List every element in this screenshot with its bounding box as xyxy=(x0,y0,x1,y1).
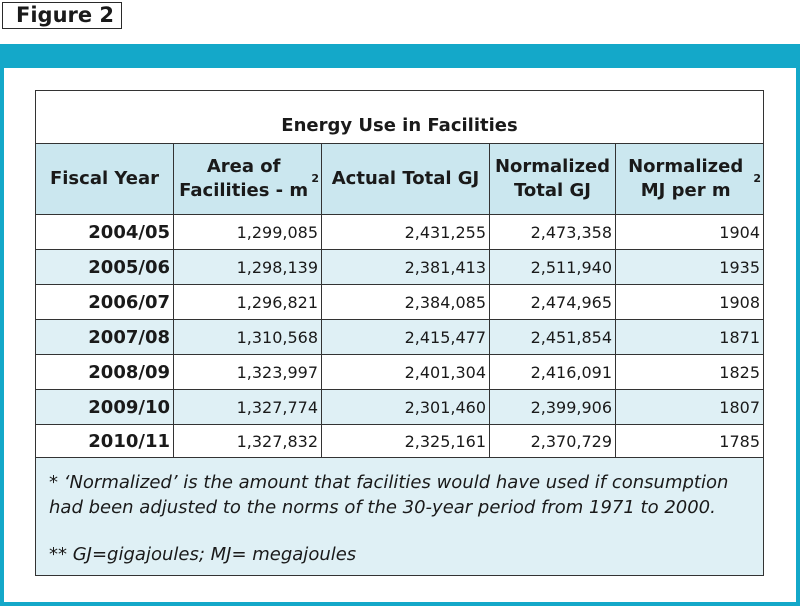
cell-normalized-total-gj: 2,473,358 xyxy=(489,215,615,249)
cell-fiscal-year: 2004/05 xyxy=(88,221,170,243)
cell-normalized-total-gj: 2,416,091 xyxy=(489,355,615,389)
cell-normalized-total-gj: 2,474,965 xyxy=(489,285,615,319)
column-header-label: Actual Total GJ xyxy=(331,168,480,189)
cell-actual-total-gj: 2,401,304 xyxy=(321,355,489,389)
cell-fiscal-year: 2007/08 xyxy=(88,326,170,348)
table-title: Energy Use in Facilities xyxy=(281,115,518,136)
cell-fiscal-year: 2006/07 xyxy=(88,291,170,313)
table-row: 2008/09 1,323,997 2,401,304 2,416,091 1825 xyxy=(36,354,763,389)
column-header-actual-total-gj: Actual Total GJ xyxy=(321,144,489,214)
table-header-row: Fiscal Year Area of Facilities - m 2 Actual… xyxy=(36,143,763,214)
table-footnotes: * ‘Normalized’ is the amount that facili… xyxy=(36,457,763,575)
cell-fiscal-year: 2008/09 xyxy=(88,361,170,383)
footnote-units: ** GJ=gigajoules; MJ= megajoules xyxy=(49,544,357,565)
table-row: 2005/06 1,298,139 2,381,413 2,511,940 1935 xyxy=(36,249,763,284)
cell-normalized-total-gj: 2,370,729 xyxy=(489,425,615,457)
energy-table: Energy Use in Facilities Fiscal Year Area… xyxy=(35,90,764,576)
cell-area: 1,327,832 xyxy=(173,425,321,457)
column-header-label: Normalized Total GJ xyxy=(494,156,611,201)
cell-normalized-mj-per-m2: 1935 xyxy=(615,250,763,284)
column-header-label: Normalized MJ per m xyxy=(628,156,744,201)
cell-fiscal-year: 2009/10 xyxy=(88,396,170,418)
cell-area: 1,298,139 xyxy=(173,250,321,284)
cell-normalized-mj-per-m2: 1785 xyxy=(615,425,763,457)
cell-actual-total-gj: 2,415,477 xyxy=(321,320,489,354)
cell-normalized-mj-per-m2: 1908 xyxy=(615,285,763,319)
figure-label: Figure 2 xyxy=(2,2,122,29)
cell-fiscal-year: 2010/11 xyxy=(88,430,170,452)
table-row: 2006/07 1,296,821 2,384,085 2,474,965 1908 xyxy=(36,284,763,319)
column-header-normalized-total-gj: Normalized Total GJ xyxy=(489,144,615,214)
cell-normalized-mj-per-m2: 1871 xyxy=(615,320,763,354)
cell-actual-total-gj: 2,431,255 xyxy=(321,215,489,249)
cell-normalized-total-gj: 2,511,940 xyxy=(489,250,615,284)
cell-actual-total-gj: 2,381,413 xyxy=(321,250,489,284)
cell-normalized-total-gj: 2,451,854 xyxy=(489,320,615,354)
cell-actual-total-gj: 2,325,161 xyxy=(321,425,489,457)
column-header-fiscal-year: Fiscal Year xyxy=(36,144,173,214)
table-row: 2010/11 1,327,832 2,325,161 2,370,729 1785 xyxy=(36,424,763,457)
cell-fiscal-year: 2005/06 xyxy=(88,256,170,278)
cell-normalized-mj-per-m2: 1904 xyxy=(615,215,763,249)
cell-area: 1,296,821 xyxy=(173,285,321,319)
cell-area: 1,310,568 xyxy=(173,320,321,354)
table-row: 2004/05 1,299,085 2,431,255 2,473,358 1904 xyxy=(36,214,763,249)
table-row: 2007/08 1,310,568 2,415,477 2,451,854 1871 xyxy=(36,319,763,354)
footnote-normalized: * ‘Normalized’ is the amount that facili… xyxy=(49,472,729,518)
cell-area: 1,323,997 xyxy=(173,355,321,389)
cell-normalized-mj-per-m2: 1825 xyxy=(615,355,763,389)
cell-area: 1,299,085 xyxy=(173,215,321,249)
column-header-label: Fiscal Year xyxy=(49,168,160,189)
table-row: 2009/10 1,327,774 2,301,460 2,399,906 1807 xyxy=(36,389,763,424)
cell-actual-total-gj: 2,384,085 xyxy=(321,285,489,319)
column-header-label: Area of Facilities - m xyxy=(179,156,309,201)
cell-area: 1,327,774 xyxy=(173,390,321,424)
cell-normalized-total-gj: 2,399,906 xyxy=(489,390,615,424)
cell-normalized-mj-per-m2: 1807 xyxy=(615,390,763,424)
cell-actual-total-gj: 2,301,460 xyxy=(321,390,489,424)
